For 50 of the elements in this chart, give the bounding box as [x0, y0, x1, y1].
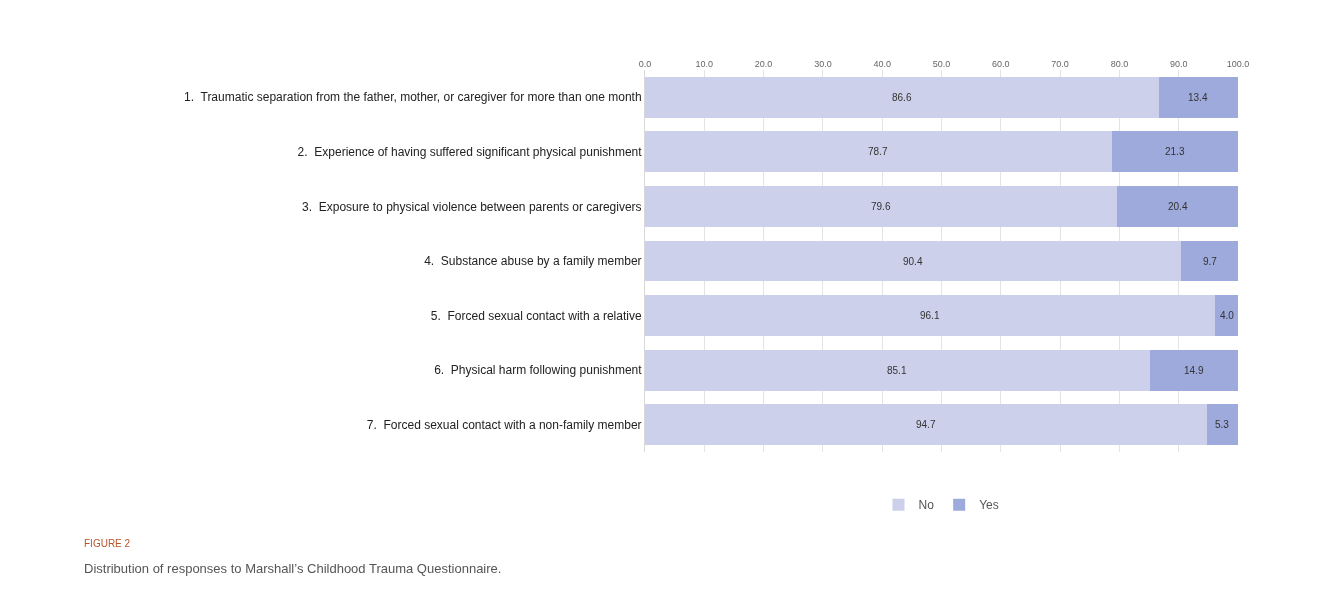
x-tick-label: 40.0: [873, 59, 891, 70]
data-label: 14.9: [1184, 365, 1204, 376]
bar: [645, 349, 1150, 391]
y-tick-label: 2. Experience of having suffered significant physical punishment: [297, 145, 643, 160]
data-label: 5.3: [1215, 419, 1230, 430]
bar: [1206, 404, 1238, 446]
caption: FIGURE 2: [84, 538, 131, 549]
y-tick-label: 4. Substance abuse by a family member: [424, 254, 642, 269]
data-label: 20.4: [1168, 201, 1188, 212]
y-tick-label: 5. Forced sexual contact with a relative: [430, 308, 642, 323]
y-tick-label: 3. Exposure to physical violence between parents or caregivers: [302, 199, 642, 214]
data-label: 21.3: [1165, 146, 1185, 157]
data-label: 79.6: [871, 201, 891, 212]
bar: [1111, 131, 1238, 173]
legend-label: No: [918, 498, 935, 513]
x-tick-label: 60.0: [992, 59, 1010, 70]
bar: [645, 295, 1215, 337]
x-tick-label: 100.0: [1226, 59, 1250, 70]
data-label: 4.0: [1220, 310, 1235, 321]
bar: [1149, 349, 1238, 391]
bar: [1117, 185, 1238, 227]
data-label: 86.6: [892, 92, 912, 103]
x-tick-label: 80.0: [1110, 59, 1129, 70]
y-tick-label: 7. Forced sexual contact with a non-family member: [366, 417, 642, 432]
data-label: 78.7: [868, 146, 888, 157]
x-tick-label: 30.0: [814, 59, 832, 70]
x-tick-label: 90.0: [1169, 59, 1188, 70]
x-tick-label: 70.0: [1051, 59, 1069, 70]
data-label: 9.7: [1203, 256, 1218, 267]
bar: [645, 131, 1112, 173]
y-tick-label: 1. Traumatic separation from the father, mother, or caregiver for more than one month: [184, 90, 642, 105]
legend-label: Yes: [979, 498, 999, 513]
y-tick-label: 6. Physical harm following punishment: [434, 363, 643, 378]
x-tick-label: 0.0: [638, 59, 652, 70]
bar: [645, 185, 1118, 227]
x-tick-label: 50.0: [932, 59, 951, 70]
bar: [1158, 76, 1238, 118]
x-tick-label: 20.0: [754, 59, 773, 70]
data-label: 85.1: [887, 365, 907, 376]
bar: [1181, 240, 1238, 282]
x-tick-label: 10.0: [695, 59, 714, 70]
bar: [645, 404, 1207, 446]
bar: [1214, 295, 1238, 337]
data-label: 94.7: [916, 419, 936, 430]
data-label: 90.4: [903, 256, 923, 267]
bar: [645, 240, 1182, 282]
bar: [645, 76, 1159, 118]
data-label: 96.1: [920, 310, 940, 321]
data-label: 13.4: [1188, 92, 1208, 103]
text: Distribution of responses to Marshall’s Childhood Trauma Questionnaire.: [84, 561, 502, 576]
